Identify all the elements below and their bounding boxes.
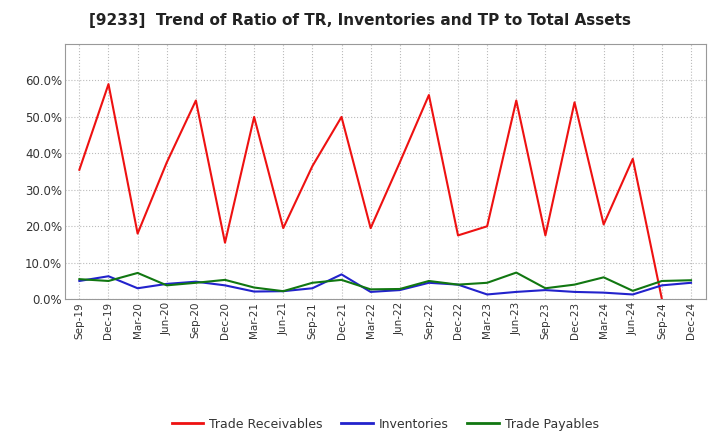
Trade Receivables: [629, 156, 637, 161]
Trade Payables: [483, 280, 492, 286]
Inventories: [657, 283, 666, 288]
Trade Receivables: [279, 225, 287, 231]
Trade Receivables: [454, 233, 462, 238]
Trade Payables: [75, 276, 84, 282]
Inventories: [133, 286, 142, 291]
Inventories: [192, 279, 200, 284]
Inventories: [687, 280, 696, 286]
Trade Receivables: [192, 98, 200, 103]
Trade Payables: [541, 286, 550, 291]
Trade Payables: [570, 282, 579, 287]
Trade Payables: [687, 278, 696, 283]
Text: [9233]  Trend of Ratio of TR, Inventories and TP to Total Assets: [9233] Trend of Ratio of TR, Inventories…: [89, 13, 631, 28]
Inventories: [599, 290, 608, 295]
Trade Receivables: [337, 114, 346, 120]
Trade Payables: [220, 277, 229, 282]
Trade Payables: [133, 270, 142, 275]
Trade Payables: [599, 275, 608, 280]
Trade Receivables: [366, 225, 375, 231]
Trade Payables: [279, 289, 287, 294]
Inventories: [337, 272, 346, 277]
Trade Payables: [425, 279, 433, 284]
Inventories: [483, 292, 492, 297]
Inventories: [570, 289, 579, 294]
Trade Receivables: [250, 114, 258, 120]
Trade Receivables: [541, 233, 550, 238]
Inventories: [512, 289, 521, 294]
Trade Receivables: [570, 100, 579, 105]
Trade Payables: [629, 288, 637, 293]
Line: Trade Payables: Trade Payables: [79, 273, 691, 291]
Trade Payables: [192, 280, 200, 286]
Trade Payables: [512, 270, 521, 275]
Inventories: [629, 292, 637, 297]
Inventories: [75, 279, 84, 284]
Inventories: [454, 282, 462, 287]
Inventories: [163, 281, 171, 286]
Line: Inventories: Inventories: [79, 275, 691, 294]
Inventories: [395, 287, 404, 293]
Trade Receivables: [425, 92, 433, 98]
Trade Receivables: [483, 224, 492, 229]
Trade Receivables: [512, 98, 521, 103]
Inventories: [220, 283, 229, 288]
Inventories: [250, 289, 258, 294]
Trade Receivables: [599, 222, 608, 227]
Trade Receivables: [163, 160, 171, 165]
Trade Receivables: [657, 297, 666, 302]
Trade Receivables: [220, 240, 229, 246]
Trade Receivables: [104, 81, 113, 87]
Trade Payables: [250, 285, 258, 290]
Trade Payables: [454, 282, 462, 287]
Trade Payables: [337, 277, 346, 282]
Inventories: [104, 274, 113, 279]
Trade Payables: [395, 286, 404, 292]
Trade Receivables: [75, 167, 84, 172]
Trade Payables: [308, 280, 317, 286]
Trade Receivables: [395, 160, 404, 165]
Trade Payables: [657, 279, 666, 284]
Trade Payables: [366, 287, 375, 292]
Trade Receivables: [308, 164, 317, 169]
Trade Receivables: [133, 231, 142, 236]
Inventories: [279, 289, 287, 294]
Inventories: [541, 287, 550, 293]
Legend: Trade Receivables, Inventories, Trade Payables: Trade Receivables, Inventories, Trade Pa…: [166, 413, 604, 436]
Inventories: [308, 286, 317, 291]
Line: Trade Receivables: Trade Receivables: [79, 84, 662, 299]
Trade Payables: [104, 279, 113, 284]
Trade Payables: [163, 283, 171, 288]
Inventories: [425, 280, 433, 286]
Inventories: [366, 289, 375, 294]
